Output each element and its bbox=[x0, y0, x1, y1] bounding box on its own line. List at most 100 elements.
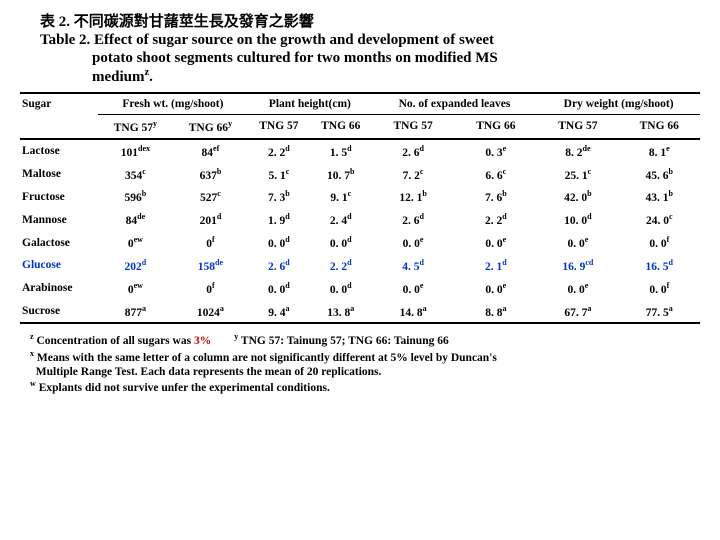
table-cell: 43. 1b bbox=[619, 185, 700, 208]
sub-t57: TNG 57 bbox=[248, 115, 310, 139]
table-cell: 9. 1c bbox=[310, 185, 372, 208]
sub-t66: TNG 66 bbox=[619, 115, 700, 139]
table-cell: 0. 0d bbox=[248, 231, 310, 254]
table-cell: 201d bbox=[173, 208, 248, 231]
table-cell: 0. 0f bbox=[619, 231, 700, 254]
table-cell: 2. 2d bbox=[310, 254, 372, 277]
table-cell: 7. 3b bbox=[248, 185, 310, 208]
row-label: Galactose bbox=[20, 231, 98, 254]
table-row: Arabinose0ew0f0. 0d0. 0d0. 0e0. 0e0. 0e0… bbox=[20, 277, 700, 300]
footnote-x: x Means with the same letter of a column… bbox=[30, 349, 690, 365]
table-cell: 77. 5a bbox=[619, 300, 700, 324]
table-cell: 0f bbox=[173, 277, 248, 300]
table-cell: 10. 7b bbox=[310, 163, 372, 186]
table-cell: 0. 0e bbox=[537, 277, 618, 300]
title-en-line1: Table 2. Effect of sugar source on the g… bbox=[40, 32, 494, 48]
table-row: Sucrose877a1024a9. 4a13. 8a14. 8a8. 8a67… bbox=[20, 300, 700, 324]
table-row: Fructose596b527c7. 3b9. 1c12. 1b7. 6b42.… bbox=[20, 185, 700, 208]
table-cell: 202d bbox=[98, 254, 173, 277]
sub-t57: TNG 57 bbox=[372, 115, 455, 139]
table-cell: 0f bbox=[173, 231, 248, 254]
title-en-line2: potato shoot segments cultured for two m… bbox=[40, 49, 690, 67]
table-cell: 16. 5d bbox=[619, 254, 700, 277]
table-cell: 67. 7a bbox=[537, 300, 618, 324]
table-cell: 0. 0f bbox=[619, 277, 700, 300]
table-cell: 25. 1c bbox=[537, 163, 618, 186]
table-cell: 0. 0e bbox=[372, 277, 455, 300]
table-cell: 5. 1c bbox=[248, 163, 310, 186]
table-cell: 13. 8a bbox=[310, 300, 372, 324]
table-cell: 0ew bbox=[98, 231, 173, 254]
row-label: Maltose bbox=[20, 163, 98, 186]
table-cell: 0. 0e bbox=[372, 231, 455, 254]
table-cell: 10. 0d bbox=[537, 208, 618, 231]
title-chinese: 表 2. 不同碳源對甘藷莖生長及發育之影響 bbox=[40, 10, 700, 31]
table-cell: 7. 2c bbox=[372, 163, 455, 186]
row-label: Glucose bbox=[20, 254, 98, 277]
table-cell: 0. 0e bbox=[537, 231, 618, 254]
sub-t66y: TNG 66y bbox=[173, 115, 248, 139]
table-cell: 0. 0e bbox=[454, 277, 537, 300]
sub-t57y: TNG 57y bbox=[98, 115, 173, 139]
table-body: Lactose101dex84ef2. 2d1. 5d2. 6d0. 3e8. … bbox=[20, 139, 700, 324]
table-cell: 101dex bbox=[98, 139, 173, 163]
title-en-line3: mediumz. bbox=[40, 67, 690, 86]
table-row: Maltose354c637b5. 1c10. 7b7. 2c6. 6c25. … bbox=[20, 163, 700, 186]
row-label: Arabinose bbox=[20, 277, 98, 300]
table-cell: 2. 6d bbox=[372, 139, 455, 163]
row-label: Sucrose bbox=[20, 300, 98, 324]
table-cell: 8. 2de bbox=[537, 139, 618, 163]
row-label: Mannose bbox=[20, 208, 98, 231]
footnote-w: w Explants did not survive unfer the exp… bbox=[30, 379, 690, 395]
table-cell: 877a bbox=[98, 300, 173, 324]
col-dry: Dry weight (mg/shoot) bbox=[537, 93, 700, 115]
row-label: Lactose bbox=[20, 139, 98, 163]
table-cell: 6. 6c bbox=[454, 163, 537, 186]
table-row: Lactose101dex84ef2. 2d1. 5d2. 6d0. 3e8. … bbox=[20, 139, 700, 163]
table-cell: 45. 6b bbox=[619, 163, 700, 186]
table-cell: 2. 4d bbox=[310, 208, 372, 231]
table-cell: 9. 4a bbox=[248, 300, 310, 324]
table-cell: 0. 3e bbox=[454, 139, 537, 163]
table-cell: 24. 0c bbox=[619, 208, 700, 231]
row-label: Fructose bbox=[20, 185, 98, 208]
table-cell: 2. 6d bbox=[248, 254, 310, 277]
table-cell: 8. 1e bbox=[619, 139, 700, 163]
footnote-z-y: z Concentration of all sugars was 3% y T… bbox=[30, 332, 690, 348]
col-fresh: Fresh wt. (mg/shoot) bbox=[98, 93, 248, 115]
table-cell: 4. 5d bbox=[372, 254, 455, 277]
table-cell: 527c bbox=[173, 185, 248, 208]
table-cell: 354c bbox=[98, 163, 173, 186]
table-cell: 2. 2d bbox=[454, 208, 537, 231]
table-row: Mannose84de201d1. 9d2. 4d2. 6d2. 2d10. 0… bbox=[20, 208, 700, 231]
footnotes: z Concentration of all sugars was 3% y T… bbox=[20, 332, 700, 395]
data-table: Sugar Fresh wt. (mg/shoot) Plant height(… bbox=[20, 92, 700, 324]
table-cell: 1. 5d bbox=[310, 139, 372, 163]
title-english: Table 2. Effect of sugar source on the g… bbox=[40, 31, 690, 86]
sub-t66: TNG 66 bbox=[454, 115, 537, 139]
table-cell: 0. 0d bbox=[310, 277, 372, 300]
table-cell: 0. 0d bbox=[310, 231, 372, 254]
table-row: Galactose0ew0f0. 0d0. 0d0. 0e0. 0e0. 0e0… bbox=[20, 231, 700, 254]
table-cell: 2. 2d bbox=[248, 139, 310, 163]
table-cell: 1024a bbox=[173, 300, 248, 324]
sub-t57: TNG 57 bbox=[537, 115, 618, 139]
table-cell: 84de bbox=[98, 208, 173, 231]
col-leaves: No. of expanded leaves bbox=[372, 93, 538, 115]
table-cell: 0. 0e bbox=[454, 231, 537, 254]
table-cell: 42. 0b bbox=[537, 185, 618, 208]
col-height: Plant height(cm) bbox=[248, 93, 372, 115]
col-sugar: Sugar bbox=[20, 93, 98, 139]
sub-t66: TNG 66 bbox=[310, 115, 372, 139]
footnote-x-cont: Multiple Range Test. Each data represent… bbox=[30, 365, 690, 379]
table-row: Glucose202d158de2. 6d2. 2d4. 5d2. 1d16. … bbox=[20, 254, 700, 277]
table-cell: 2. 6d bbox=[372, 208, 455, 231]
table-cell: 596b bbox=[98, 185, 173, 208]
table-cell: 12. 1b bbox=[372, 185, 455, 208]
table-cell: 1. 9d bbox=[248, 208, 310, 231]
table-cell: 158de bbox=[173, 254, 248, 277]
table-cell: 7. 6b bbox=[454, 185, 537, 208]
table-cell: 14. 8a bbox=[372, 300, 455, 324]
table-cell: 84ef bbox=[173, 139, 248, 163]
table-cell: 0ew bbox=[98, 277, 173, 300]
